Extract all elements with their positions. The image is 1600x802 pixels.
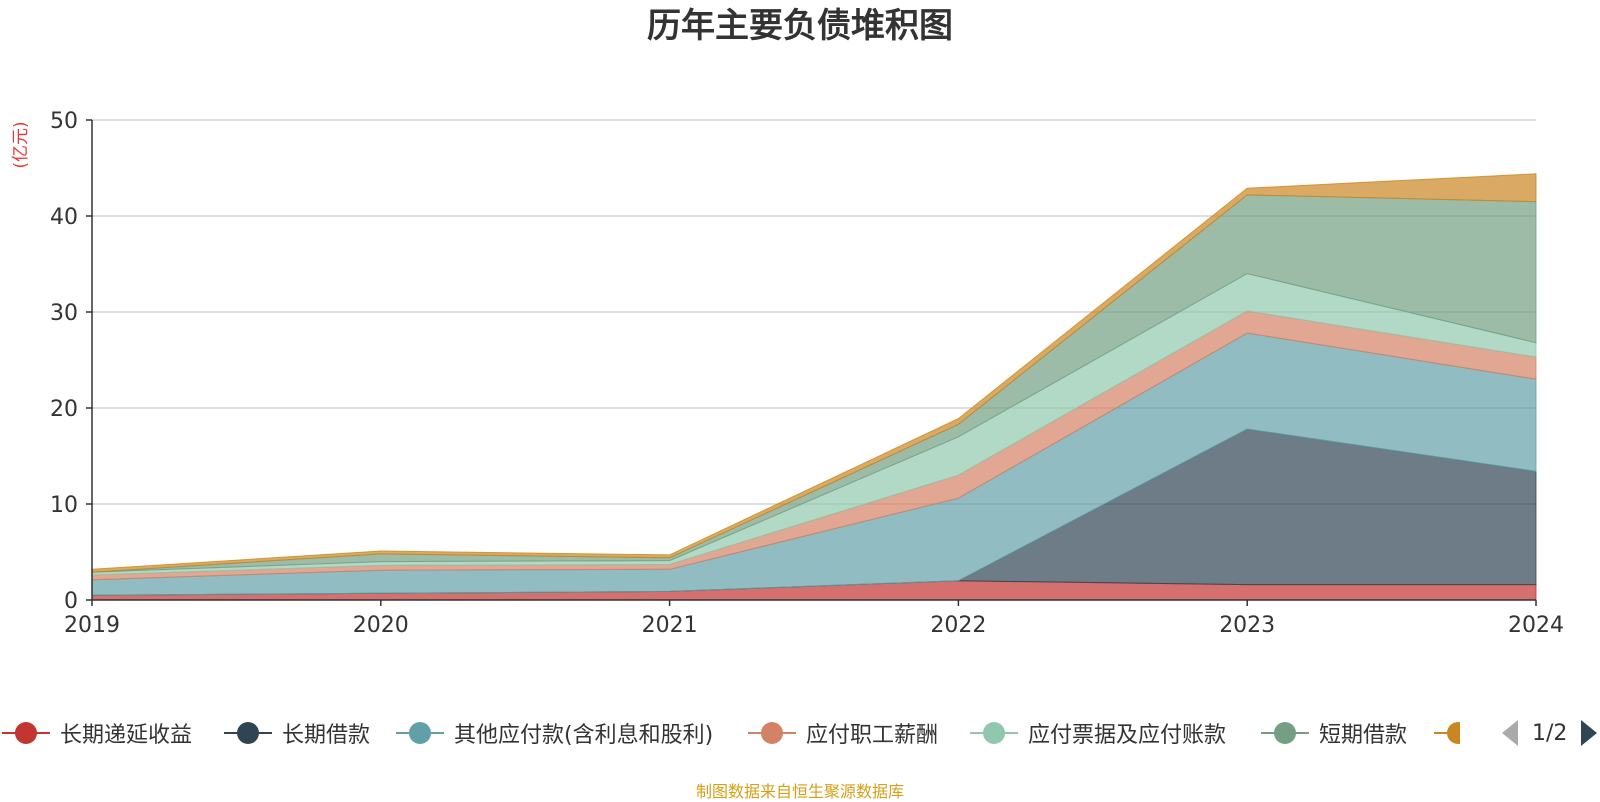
chart-title: 历年主要负债堆积图 [647, 6, 953, 46]
x-tick-label: 2022 [930, 613, 986, 638]
legend-label: 应付票据及应付账款 [1028, 723, 1227, 748]
legend-item-long-term-deferred-income[interactable]: 长期递延收益 [0, 715, 192, 751]
area-series-6[interactable] [91, 173, 1537, 573]
legend-item-other-payables[interactable]: 其他应付款(含利息和股利) [394, 715, 713, 751]
legend-label: 其他应付款(含利息和股利) [454, 723, 714, 748]
legend-item-notes-and-accounts-payable[interactable]: 应付票据及应付账款 [968, 715, 1226, 751]
legend-marker-icon [1261, 722, 1309, 744]
y-tick-label: 20 [50, 397, 78, 422]
legend-item-short-term-borrowings[interactable]: 短期借款 [1259, 715, 1407, 751]
legend-page-indicator: 1/2 [1532, 720, 1568, 746]
x-tick-label: 2020 [353, 613, 409, 638]
legend-marker-icon [970, 722, 1018, 744]
legend-marker-icon [748, 722, 796, 744]
next-page-arrow-icon[interactable] [1579, 718, 1599, 748]
legend-marker-icon [2, 722, 50, 744]
y-tick-label: 0 [64, 589, 78, 614]
y-tick-label: 10 [50, 493, 78, 518]
legend-item-employee-compensation-payable[interactable]: 应付职工薪酬 [746, 715, 938, 751]
x-tick-label: 2023 [1219, 613, 1275, 638]
axes [86, 119, 1537, 606]
y-axis-tick-labels: 0 10 20 30 40 50 [50, 109, 78, 614]
legend-marker-icon [224, 722, 272, 744]
legend-marker-icon [396, 722, 444, 744]
legend-label: 长期递延收益 [60, 723, 193, 748]
y-tick-label: 40 [50, 205, 78, 230]
x-axis-tick-labels: 2019 2020 2021 2022 2023 2024 [64, 613, 1564, 638]
x-tick-label: 2019 [64, 613, 120, 638]
legend-label: 短期借款 [1319, 723, 1408, 748]
prev-page-arrow-icon[interactable] [1500, 718, 1520, 748]
y-tick-label: 30 [50, 301, 78, 326]
legend-label: 应付职工薪酬 [806, 723, 939, 748]
area-series-group [91, 173, 1537, 601]
y-axis-unit-label: (亿元) [11, 121, 31, 168]
legend-marker-icon [1434, 722, 1460, 744]
legend-item-truncated[interactable] [1432, 715, 1460, 751]
x-tick-label: 2024 [1508, 613, 1564, 638]
legend-label: 长期借款 [282, 723, 371, 748]
legend-pager: 1/2 [1500, 718, 1599, 748]
legend-item-long-term-borrowings[interactable]: 长期借款 [222, 715, 370, 751]
y-tick-label: 50 [50, 109, 78, 134]
x-tick-label: 2021 [642, 613, 698, 638]
data-source-footer: 制图数据来自恒生聚源数据库 [695, 782, 904, 801]
legend: 长期递延收益 长期借款 其他应付款(含利息和股利) 应付职工薪酬 应付票据及应付… [0, 715, 1600, 751]
